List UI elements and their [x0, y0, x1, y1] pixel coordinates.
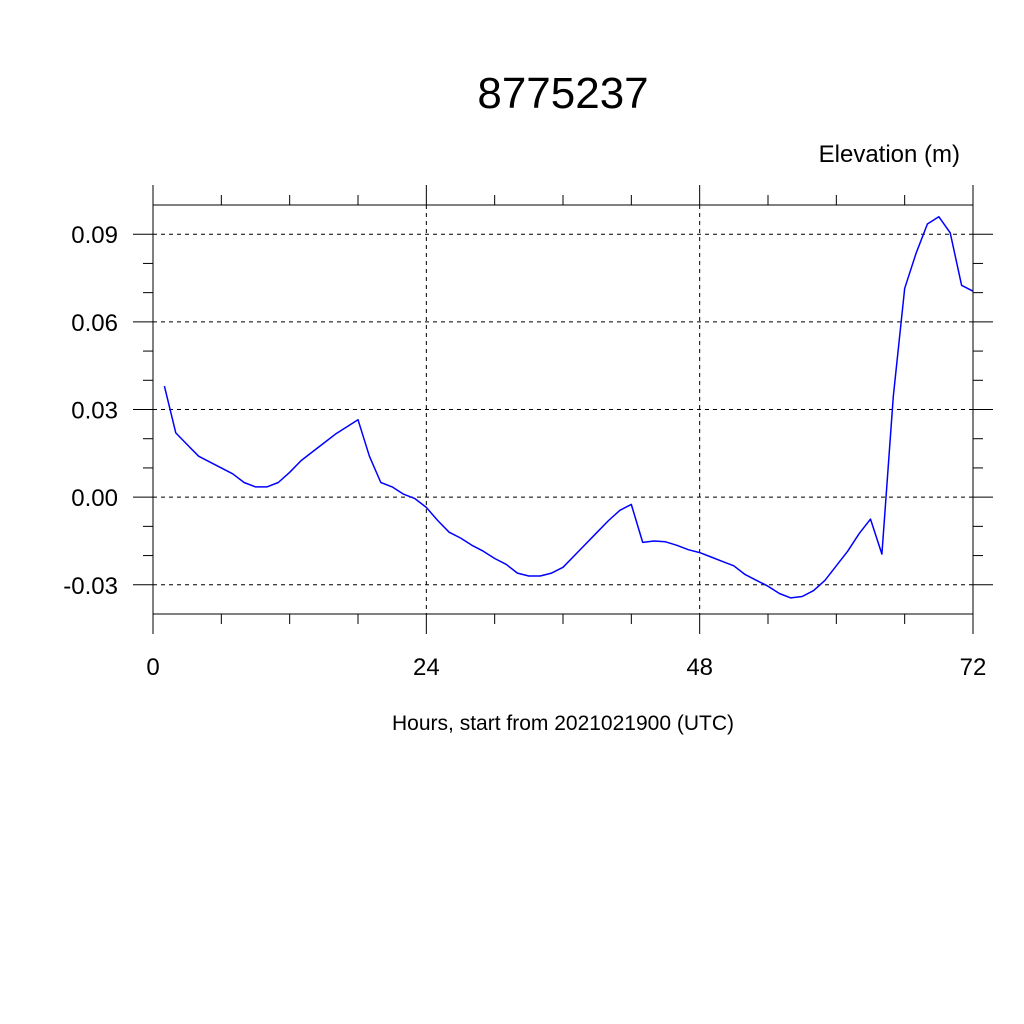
y-tick-label: 0.00	[71, 485, 118, 512]
y-tick-label: 0.06	[71, 310, 118, 337]
series-group	[163, 215, 974, 599]
y-axis-label: Elevation (m)	[819, 141, 960, 168]
x-tick-label: 24	[413, 654, 440, 681]
x-tick-label: 72	[960, 654, 987, 681]
axis-ticks	[133, 185, 993, 634]
elevation-series-line	[163, 215, 974, 599]
y-tick-label: -0.03	[63, 573, 118, 600]
grid-lines	[153, 205, 973, 614]
plot-frame	[152, 204, 974, 615]
x-axis-label: Hours, start from 2021021900 (UTC)	[392, 712, 734, 735]
x-tick-label: 0	[146, 654, 159, 681]
tick-labels: 0 24 48 72 -0.03 0.00 0.03 0.06 0.09	[63, 222, 986, 681]
chart-title: 8775237	[477, 69, 648, 118]
y-tick-label: 0.09	[71, 222, 118, 249]
x-tick-label: 48	[686, 654, 713, 681]
y-tick-label: 0.03	[71, 398, 118, 425]
